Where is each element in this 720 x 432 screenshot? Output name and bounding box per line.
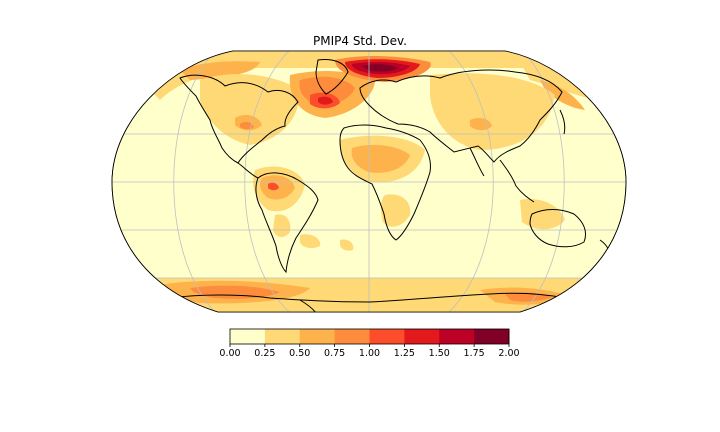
colorbar-bin-7 xyxy=(474,329,510,344)
colorbar-bin-3 xyxy=(334,329,370,344)
colorbar-bin-4 xyxy=(369,329,405,344)
colorbar-bin-1 xyxy=(264,329,301,344)
colorbar xyxy=(229,328,510,347)
coastlines xyxy=(169,59,611,312)
graticule xyxy=(112,51,626,312)
map-title: PMIP4 Std. Dev. xyxy=(313,34,407,48)
colorbar-bin-2 xyxy=(299,329,336,344)
colorbar-bin-5 xyxy=(404,329,440,344)
colorbar-bin-0 xyxy=(230,329,266,344)
map-boundary xyxy=(111,50,627,313)
colorbar-bin-6 xyxy=(439,329,475,344)
